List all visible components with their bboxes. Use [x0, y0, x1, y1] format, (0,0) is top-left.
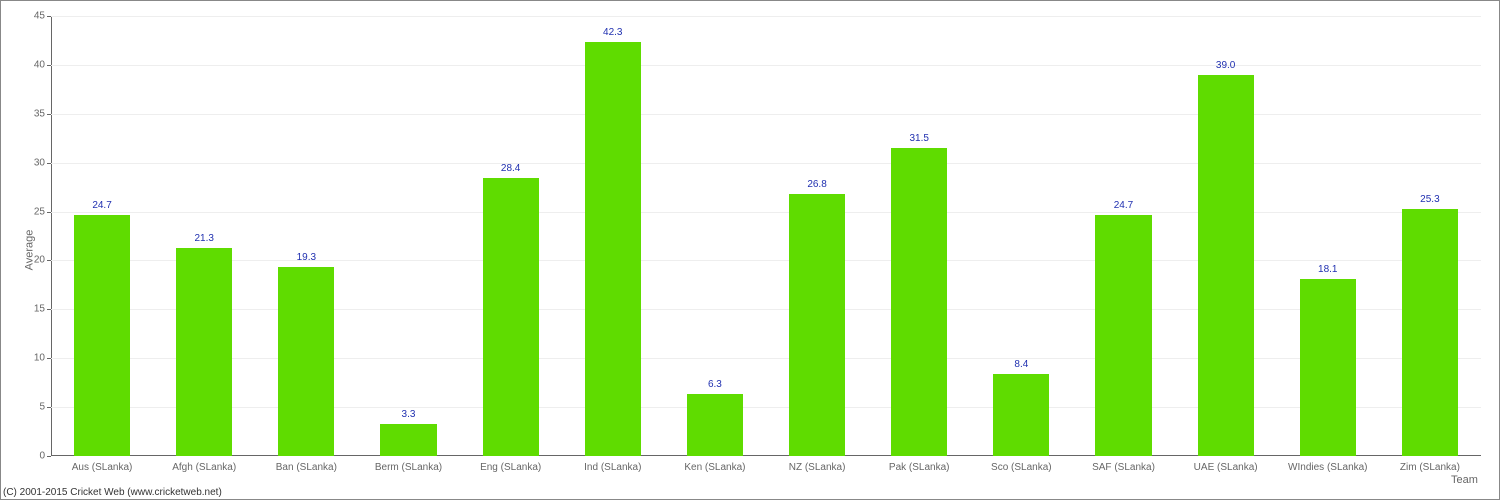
x-tick-label: NZ (SLanka) [789, 456, 846, 473]
x-tick-label: Ken (SLanka) [684, 456, 745, 473]
bar: 24.7 [74, 215, 130, 457]
bar: 6.3 [687, 394, 743, 456]
y-tick-label: 20 [34, 255, 51, 266]
bar-value-label: 21.3 [194, 233, 213, 248]
y-tick-label: 25 [34, 206, 51, 217]
y-tick-label: 0 [39, 451, 51, 462]
bar: 18.1 [1300, 279, 1356, 456]
x-tick-label: WIndies (SLanka) [1288, 456, 1367, 473]
plot-area: 05101520253035404524.7Aus (SLanka)21.3Af… [51, 16, 1481, 456]
bar-value-label: 28.4 [501, 163, 520, 178]
gridline [51, 212, 1481, 213]
y-axis-line [51, 16, 52, 456]
bar-value-label: 3.3 [402, 409, 416, 424]
gridline [51, 309, 1481, 310]
chart-container: Average 05101520253035404524.7Aus (SLank… [0, 0, 1500, 500]
gridline [51, 260, 1481, 261]
bar: 39.0 [1198, 75, 1254, 456]
bar-value-label: 8.4 [1014, 359, 1028, 374]
x-tick-label: Ban (SLanka) [276, 456, 337, 473]
bar: 19.3 [278, 267, 334, 456]
y-tick-label: 40 [34, 59, 51, 70]
y-tick-label: 15 [34, 304, 51, 315]
x-tick-label: Zim (SLanka) [1400, 456, 1460, 473]
gridline [51, 163, 1481, 164]
gridline [51, 407, 1481, 408]
bar: 21.3 [176, 248, 232, 456]
bar-value-label: 25.3 [1420, 194, 1439, 209]
bar-value-label: 24.7 [1114, 200, 1133, 215]
y-tick-label: 45 [34, 11, 51, 22]
x-axis-title: Team [1451, 474, 1478, 486]
bar-value-label: 42.3 [603, 27, 622, 42]
x-axis-line [51, 455, 1481, 456]
bar: 24.7 [1095, 215, 1151, 457]
x-tick-label: Ind (SLanka) [584, 456, 641, 473]
y-tick-label: 35 [34, 108, 51, 119]
gridline [51, 114, 1481, 115]
y-tick-label: 10 [34, 353, 51, 364]
gridline [51, 16, 1481, 17]
gridline [51, 358, 1481, 359]
x-tick-label: SAF (SLanka) [1092, 456, 1155, 473]
bar: 42.3 [585, 42, 641, 456]
bar-value-label: 18.1 [1318, 264, 1337, 279]
x-tick-label: Pak (SLanka) [889, 456, 950, 473]
x-tick-label: Sco (SLanka) [991, 456, 1052, 473]
bar-value-label: 26.8 [807, 179, 826, 194]
bar: 26.8 [789, 194, 845, 456]
x-tick-label: Afgh (SLanka) [172, 456, 236, 473]
gridline [51, 65, 1481, 66]
bar-value-label: 31.5 [909, 133, 928, 148]
bar: 25.3 [1402, 209, 1458, 456]
bar-value-label: 39.0 [1216, 60, 1235, 75]
x-tick-label: Aus (SLanka) [72, 456, 133, 473]
bar-value-label: 19.3 [297, 252, 316, 267]
x-tick-label: UAE (SLanka) [1194, 456, 1258, 473]
bar-value-label: 6.3 [708, 379, 722, 394]
y-tick-label: 30 [34, 157, 51, 168]
bar: 3.3 [380, 424, 436, 456]
copyright-text: (C) 2001-2015 Cricket Web (www.cricketwe… [3, 487, 222, 498]
y-tick-label: 5 [39, 402, 51, 413]
bar: 31.5 [891, 148, 947, 456]
bar: 28.4 [483, 178, 539, 456]
x-tick-label: Berm (SLanka) [375, 456, 442, 473]
x-tick-label: Eng (SLanka) [480, 456, 541, 473]
bar: 8.4 [993, 374, 1049, 456]
bar-value-label: 24.7 [92, 200, 111, 215]
